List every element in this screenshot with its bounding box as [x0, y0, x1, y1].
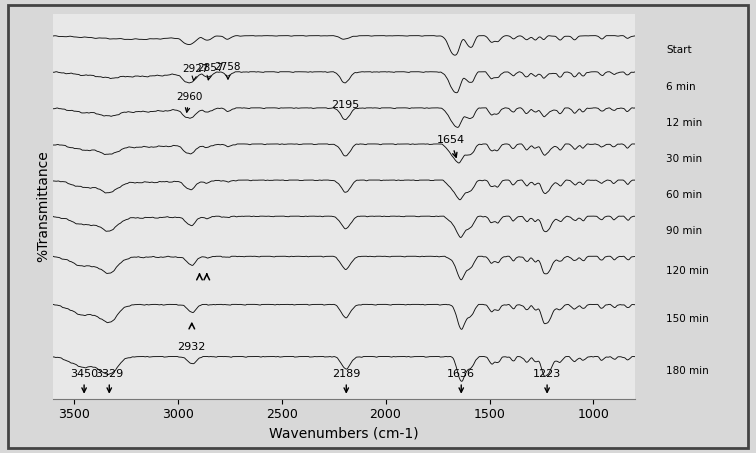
Text: 90 min: 90 min: [666, 226, 702, 236]
Text: 3450: 3450: [70, 369, 98, 392]
Text: 2932: 2932: [178, 342, 206, 352]
Text: Start: Start: [666, 45, 692, 55]
X-axis label: Wavenumbers (cm-1): Wavenumbers (cm-1): [269, 427, 419, 441]
Text: 2927: 2927: [182, 64, 209, 81]
Text: 2857: 2857: [197, 63, 225, 80]
Text: 2758: 2758: [215, 62, 241, 79]
Text: 150 min: 150 min: [666, 314, 709, 324]
Text: 30 min: 30 min: [666, 154, 702, 164]
Text: 2189: 2189: [332, 369, 361, 392]
Text: 180 min: 180 min: [666, 366, 709, 376]
Text: 2195: 2195: [331, 100, 359, 110]
Y-axis label: %Transmittance: %Transmittance: [36, 150, 50, 262]
Text: 1636: 1636: [448, 369, 476, 392]
Text: 1223: 1223: [533, 369, 561, 392]
Text: 60 min: 60 min: [666, 190, 702, 200]
Text: 1654: 1654: [437, 135, 465, 157]
Text: 12 min: 12 min: [666, 118, 702, 128]
Text: 3329: 3329: [95, 369, 123, 392]
Text: 2960: 2960: [176, 92, 203, 112]
Text: 120 min: 120 min: [666, 266, 709, 276]
Text: 6 min: 6 min: [666, 82, 696, 92]
